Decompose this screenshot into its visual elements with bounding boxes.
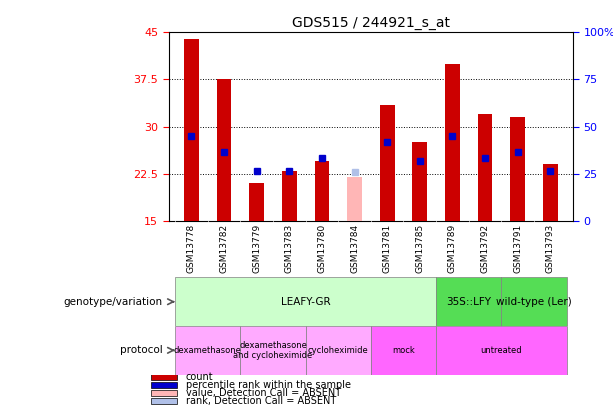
Text: percentile rank within the sample: percentile rank within the sample	[186, 380, 351, 390]
Bar	[249, 183, 264, 221]
Bar	[306, 326, 371, 375]
Text: untreated: untreated	[481, 346, 522, 355]
Text: dexamethasone: dexamethasone	[174, 346, 242, 355]
Text: rank, Detection Call = ABSENT: rank, Detection Call = ABSENT	[186, 396, 336, 405]
Bar	[511, 117, 525, 221]
Bar	[314, 161, 329, 221]
Bar	[151, 374, 177, 380]
Bar	[436, 277, 501, 326]
Text: GSM13778: GSM13778	[187, 224, 196, 273]
Bar	[240, 326, 306, 375]
Text: GSM13783: GSM13783	[285, 224, 294, 273]
Text: GSM13793: GSM13793	[546, 224, 555, 273]
Bar	[413, 142, 427, 221]
Text: genotype/variation: genotype/variation	[63, 297, 162, 307]
Bar	[501, 277, 566, 326]
Text: dexamethasone
and cycloheximide: dexamethasone and cycloheximide	[234, 341, 313, 360]
Bar	[217, 79, 231, 221]
Bar	[371, 326, 436, 375]
Bar	[478, 114, 492, 221]
Text: mock: mock	[392, 346, 415, 355]
Title: GDS515 / 244921_s_at: GDS515 / 244921_s_at	[292, 16, 450, 30]
Bar	[175, 326, 240, 375]
Text: 35S::LFY: 35S::LFY	[446, 297, 491, 307]
Bar	[184, 39, 199, 221]
Text: GSM13779: GSM13779	[252, 224, 261, 273]
Bar	[282, 171, 297, 221]
Bar	[543, 164, 558, 221]
Text: GSM13792: GSM13792	[481, 224, 490, 273]
Bar	[151, 399, 177, 404]
Text: GSM13782: GSM13782	[219, 224, 229, 273]
Text: GSM13785: GSM13785	[415, 224, 424, 273]
Text: GSM13781: GSM13781	[383, 224, 392, 273]
Text: cycloheximide: cycloheximide	[308, 346, 368, 355]
Bar	[347, 177, 362, 221]
Text: GSM13780: GSM13780	[318, 224, 327, 273]
Bar	[436, 326, 566, 375]
Bar	[151, 390, 177, 396]
Bar	[151, 382, 177, 388]
Text: count: count	[186, 372, 213, 382]
Bar	[380, 104, 395, 221]
Text: value, Detection Call = ABSENT: value, Detection Call = ABSENT	[186, 388, 341, 399]
Text: GSM13784: GSM13784	[350, 224, 359, 273]
Bar	[445, 64, 460, 221]
Text: GSM13791: GSM13791	[513, 224, 522, 273]
Bar	[175, 277, 436, 326]
Text: protocol: protocol	[120, 345, 162, 355]
Text: GSM13789: GSM13789	[448, 224, 457, 273]
Text: wild-type (Ler): wild-type (Ler)	[496, 297, 572, 307]
Text: LEAFY-GR: LEAFY-GR	[281, 297, 330, 307]
